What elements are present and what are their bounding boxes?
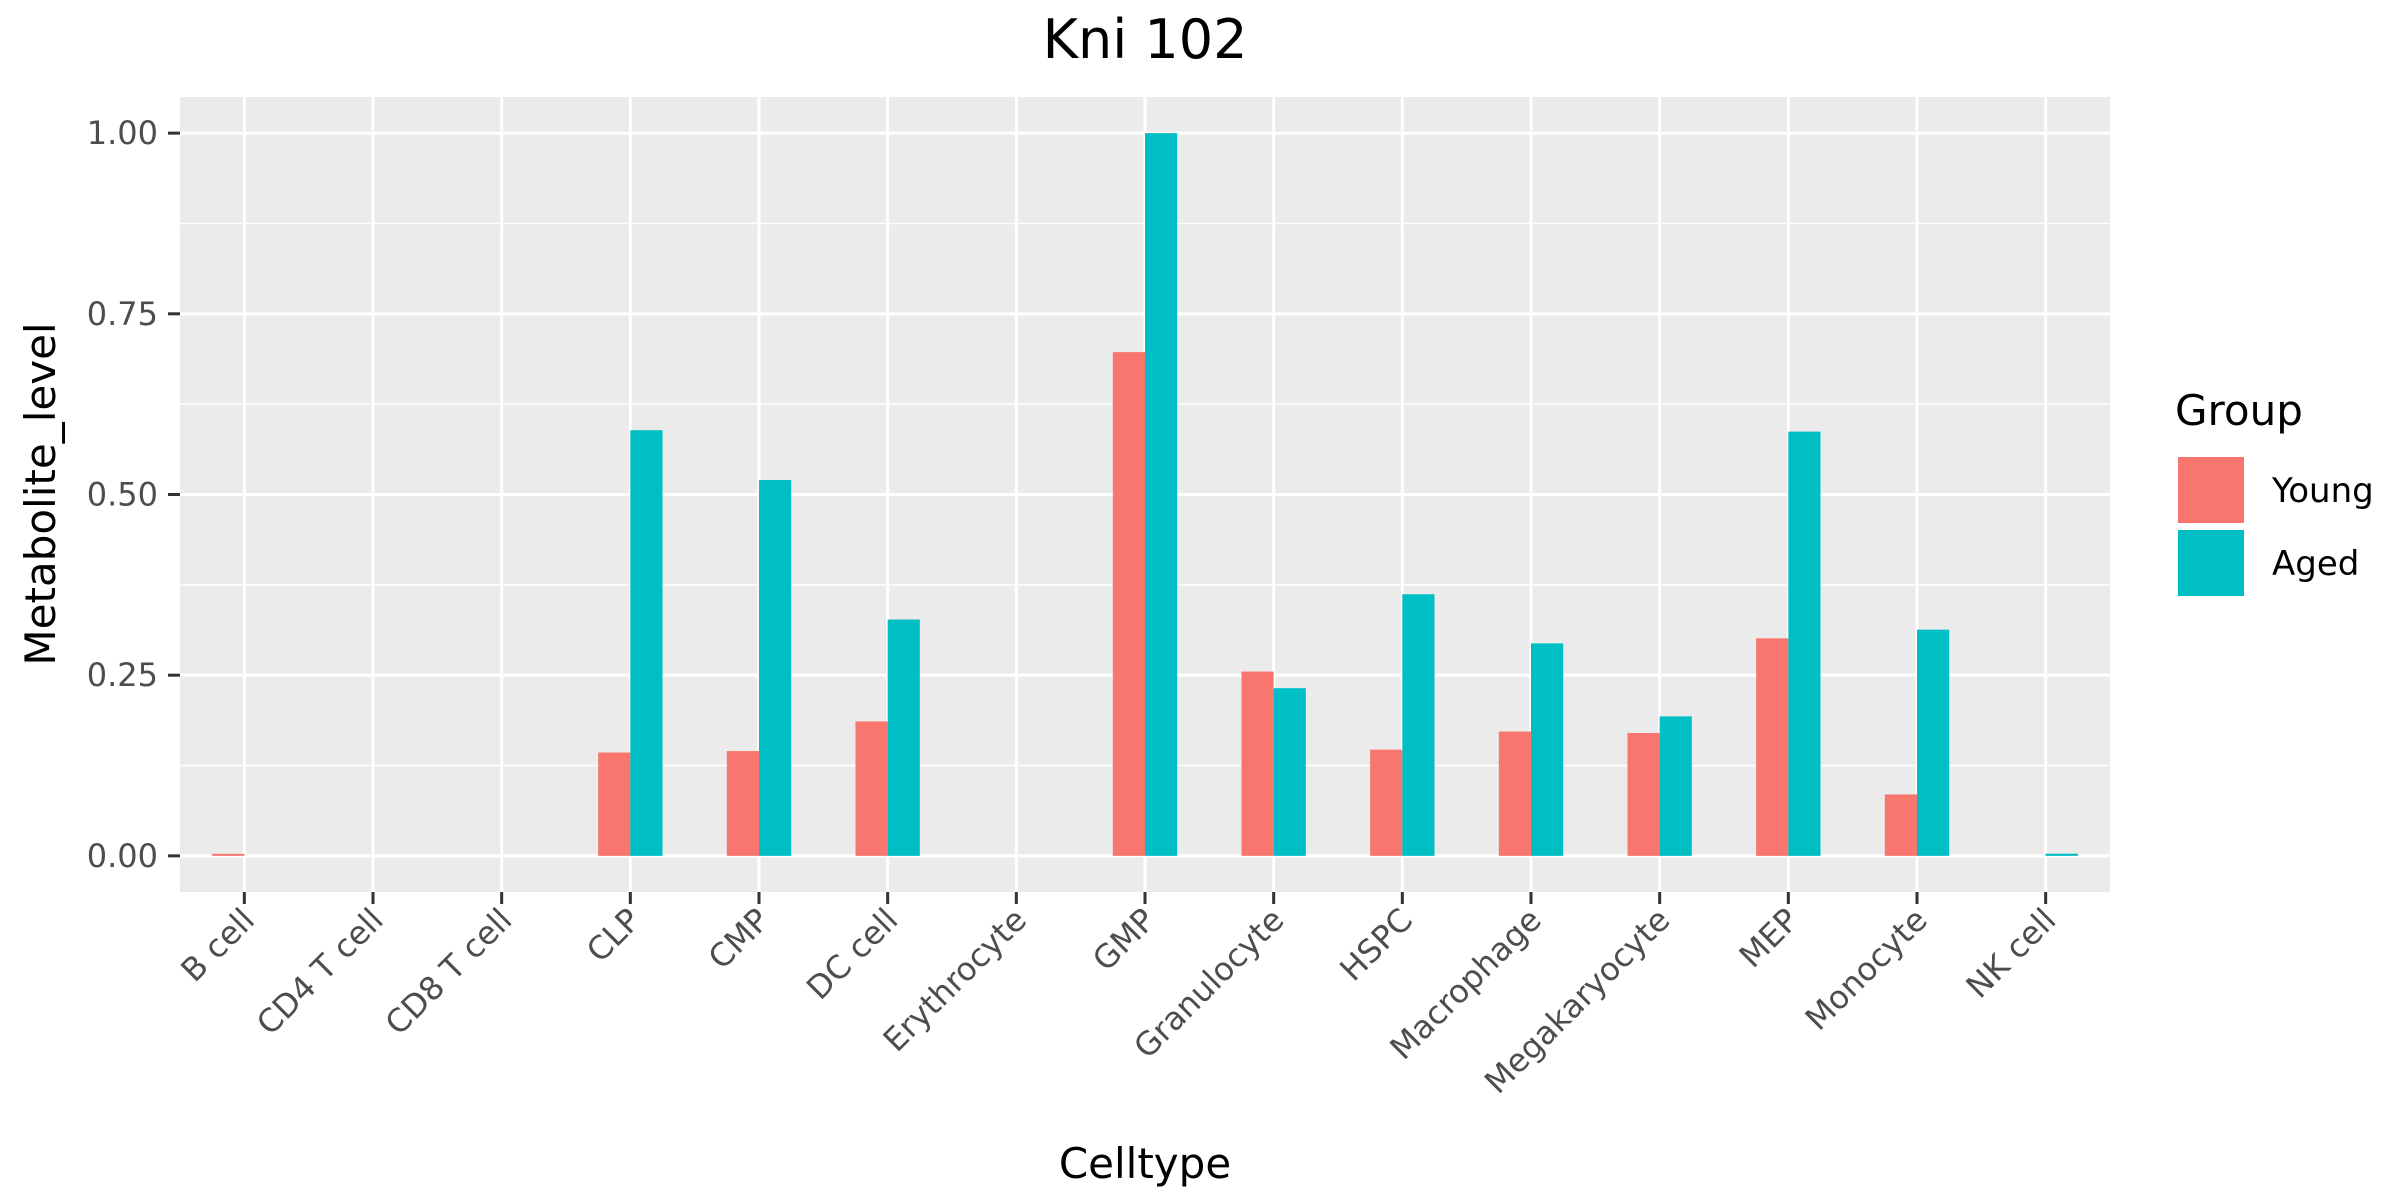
x-tick-label: B cell [173,901,262,990]
x-tick-label: Monocyte [1798,901,1935,1038]
bar-young-13 [1884,794,1917,856]
x-tick-label: MEP [1732,901,1806,975]
bar-aged-3 [630,430,663,856]
bar-young-4 [726,751,759,856]
bar-young-11 [1627,733,1660,856]
y-axis-title: Metabolite_level [16,322,65,665]
legend: Group Young Aged [2175,386,2374,596]
bar-young-10 [1498,731,1531,856]
bar-young-5 [855,721,888,856]
x-tick-label: CMP [701,901,777,977]
y-tick-label: 0.75 [87,295,158,333]
bar-aged-11 [1659,716,1692,856]
bar-aged-12 [1788,431,1821,856]
y-tick-label: 1.00 [87,114,158,152]
bar-aged-7 [1145,133,1178,856]
bar-young-0 [212,853,245,856]
y-tick-label: 0.00 [87,837,158,875]
legend-label-young: Young [2271,471,2374,511]
bar-aged-13 [1917,629,1950,856]
x-tick-label: NK cell [1959,901,2064,1006]
x-tick-label: CD4 T cell [249,901,391,1043]
legend-key-young [2178,457,2244,523]
bar-aged-8 [1273,688,1306,856]
bar-aged-14 [2045,853,2078,856]
x-axis-title: Celltype [1059,1139,1231,1188]
x-tick-label: GMP [1085,901,1163,979]
legend-label-aged: Aged [2272,544,2359,584]
bar-aged-5 [887,619,920,856]
bar-aged-9 [1402,594,1435,856]
chart-title: Kni 102 [1043,8,1248,71]
bar-young-7 [1112,352,1145,856]
x-tick-label: HSPC [1332,901,1420,989]
bar-aged-4 [759,480,792,856]
y-tick-label: 0.50 [87,476,158,514]
bar-aged-10 [1531,643,1564,856]
bar-young-12 [1756,638,1789,856]
y-axis: 0.00 0.25 0.50 0.75 1.00 [87,114,180,875]
bar-young-9 [1370,749,1403,856]
legend-title: Group [2175,386,2303,435]
x-tick-label: DC cell [799,901,905,1007]
y-tick-label: 0.25 [87,656,158,694]
x-tick-label: CD8 T cell [378,901,520,1043]
bars [212,133,2078,856]
x-tick-label: CLP [579,901,648,970]
bar-young-8 [1241,671,1274,856]
legend-key-aged [2178,530,2244,596]
bar-young-3 [598,752,631,856]
